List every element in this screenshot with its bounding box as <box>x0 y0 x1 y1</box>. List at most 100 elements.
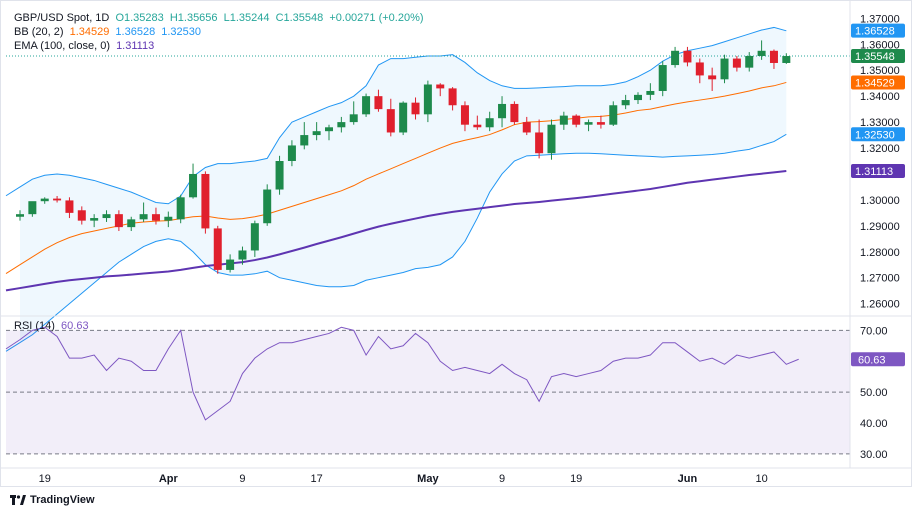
tradingview-logo[interactable]: TradingView <box>10 494 95 506</box>
candle-body <box>28 201 37 215</box>
symbol-title[interactable]: GBP/USD Spot, 1D <box>14 12 110 24</box>
candle <box>386 98 395 137</box>
rsi-tag-bg <box>851 352 905 367</box>
candle <box>572 114 581 128</box>
candle <box>485 111 494 132</box>
candle <box>658 61 667 97</box>
change-value: +0.00271 (+0.20%) <box>329 12 424 24</box>
price-tag: 1.35548 <box>851 49 905 64</box>
candle-body <box>287 145 296 161</box>
time-tick-label: May <box>417 473 439 485</box>
price-tag-label: 1.32530 <box>855 129 895 141</box>
candle-body <box>535 132 544 154</box>
open-value: O1.35283 <box>115 12 164 24</box>
candle <box>238 246 247 265</box>
candle <box>584 119 593 132</box>
candle <box>77 206 86 225</box>
price-axis[interactable]: 1.37000 1.36000 1.35000 1.34000 1.33000 1.320… <box>860 13 900 310</box>
price-tick-label: 1.30000 <box>860 195 900 207</box>
candle-body <box>658 65 667 91</box>
candle-body <box>90 218 99 221</box>
candle <box>510 101 519 125</box>
candle-body <box>708 75 717 80</box>
bb-basis-value: 1.34529 <box>69 26 110 38</box>
bb-upper-value: 1.36528 <box>115 26 156 38</box>
candle-body <box>189 173 198 198</box>
candle <box>423 80 432 123</box>
candle <box>757 40 766 60</box>
candle <box>189 163 198 199</box>
candle-body <box>683 50 692 63</box>
price-tick-label: 1.35000 <box>860 65 900 77</box>
candle <box>596 115 605 129</box>
candle <box>337 116 346 133</box>
candle-body <box>547 124 556 154</box>
candle <box>114 210 123 232</box>
candle <box>720 54 729 84</box>
candle <box>300 122 309 150</box>
candle-body <box>572 115 581 125</box>
candle-body <box>522 122 531 133</box>
candle <box>151 207 160 225</box>
ema-legend[interactable]: EMA (100, close, 0) 1.31113 <box>14 40 157 52</box>
rsi-legend[interactable]: RSI (14) 60.63 <box>14 320 92 332</box>
candle <box>498 96 507 128</box>
rsi-label: RSI (14) <box>14 320 55 332</box>
price-tag: 1.36528 <box>851 23 905 38</box>
rsi-value: 60.63 <box>61 320 89 332</box>
candle-body <box>448 88 457 106</box>
rsi-axis[interactable]: 70.00 50.00 40.00 30.00 <box>860 325 888 460</box>
candle-body <box>720 58 729 80</box>
bb-basis-line <box>5 81 787 274</box>
tradingview-label: TradingView <box>30 494 95 506</box>
price-tag-bg <box>851 49 905 64</box>
candle <box>201 171 210 234</box>
candle <box>102 210 111 222</box>
candle <box>559 111 568 130</box>
time-tick-label: 19 <box>39 473 51 485</box>
candle-body <box>374 96 383 110</box>
candle-body <box>769 50 778 63</box>
candle <box>460 101 469 132</box>
candle <box>609 101 618 126</box>
ema-label: EMA (100, close, 0) <box>14 40 110 52</box>
candle <box>312 122 321 141</box>
candle <box>732 55 741 72</box>
price-tag-label: 1.31113 <box>855 166 893 178</box>
price-tag-label: 1.34529 <box>855 77 895 89</box>
rsi-tick-label: 70.00 <box>860 325 888 337</box>
candle-body <box>436 84 445 89</box>
candle-body <box>213 228 222 270</box>
candle <box>164 211 173 228</box>
candle <box>411 97 420 120</box>
candle <box>287 140 296 167</box>
candle-body <box>250 223 259 251</box>
candle <box>90 214 99 228</box>
candle-body <box>114 214 123 228</box>
candle-body <box>40 198 49 202</box>
candle-body <box>139 214 148 220</box>
time-tick-label: Jun <box>678 473 698 485</box>
rsi-tick-label: 30.00 <box>860 449 888 461</box>
candle-body <box>757 50 766 56</box>
price-tag-bg <box>851 127 905 142</box>
candle-body <box>498 103 507 119</box>
candle-body <box>510 103 519 123</box>
price-tag-label: 1.36528 <box>855 26 895 38</box>
time-tick-label: 19 <box>570 473 582 485</box>
candle-body <box>238 250 247 260</box>
candle-body <box>16 214 24 217</box>
bb-label: BB (20, 2) <box>14 26 64 38</box>
time-axis[interactable]: 19 Apr 9 17 May 9 19 Jun 10 <box>39 473 768 485</box>
candle <box>176 194 185 224</box>
price-tick-label: 1.27000 <box>860 273 900 285</box>
candle-body <box>460 105 469 125</box>
time-tick-label: 10 <box>755 473 767 485</box>
candle-body <box>782 56 791 63</box>
candle <box>646 83 655 101</box>
candle-body <box>609 105 618 125</box>
candle-body <box>411 102 420 115</box>
candle-body <box>596 122 605 125</box>
candle <box>399 101 408 136</box>
bb-legend[interactable]: BB (20, 2) 1.34529 1.36528 1.32530 <box>14 26 204 38</box>
